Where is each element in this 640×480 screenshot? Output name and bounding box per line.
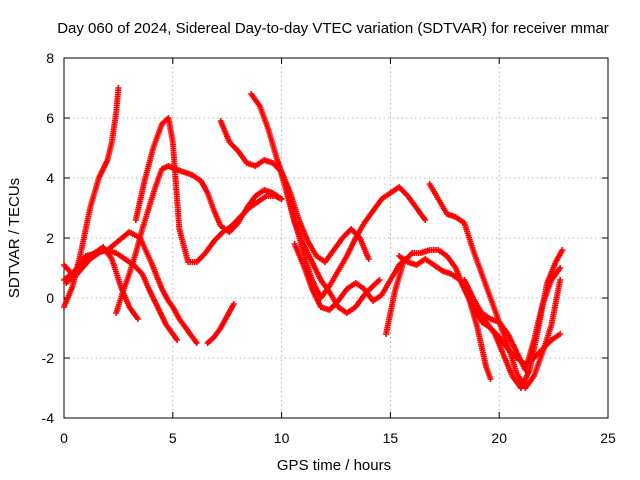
- series-track-g: [204, 301, 237, 346]
- series-track-k: [291, 241, 409, 313]
- y-tick-label: 8: [46, 50, 54, 66]
- data-point: [376, 277, 383, 283]
- data-point: [278, 196, 285, 202]
- axis-ticks: 0 5 10 15 20 25 -4 -2 0 2 4 6 8: [42, 50, 616, 446]
- series-track-i: [217, 118, 372, 265]
- series-track-j: [274, 157, 429, 301]
- data-point: [557, 277, 564, 283]
- series-track-e: [113, 163, 285, 316]
- x-tick-label: 20: [491, 430, 507, 446]
- series-track-l: [383, 247, 564, 367]
- x-tick-label: 10: [274, 430, 290, 446]
- data-point: [230, 301, 237, 307]
- data-point: [174, 337, 181, 343]
- data-point: [557, 331, 564, 337]
- x-tick-label: 15: [383, 430, 399, 446]
- chart-title: Day 060 of 2024, Sidereal Day-to-day VTE…: [57, 20, 609, 37]
- data-point: [557, 265, 564, 271]
- data-point: [134, 316, 141, 322]
- series-track-n: [426, 181, 564, 391]
- data-point: [559, 247, 566, 253]
- data-point: [365, 256, 372, 262]
- series-track-d: [63, 247, 181, 343]
- data-marks: [61, 85, 566, 391]
- x-tick-label: 5: [169, 430, 177, 446]
- data-point: [487, 376, 494, 382]
- series-track-m: [396, 253, 494, 382]
- data-point: [115, 85, 122, 91]
- y-tick-label: 0: [46, 290, 54, 306]
- x-axis-label: GPS time / hours: [277, 457, 391, 474]
- y-axis-label: SDTVAR / TECUs: [6, 178, 23, 298]
- y-tick-label: -4: [42, 410, 55, 426]
- x-tick-label: 0: [60, 430, 68, 446]
- x-tick-label: 25: [600, 430, 616, 446]
- y-tick-label: 2: [46, 230, 54, 246]
- series-track-p: [474, 247, 566, 391]
- data-point: [193, 340, 200, 346]
- y-tick-label: 4: [46, 170, 54, 186]
- y-tick-label: 6: [46, 110, 54, 126]
- series-track-f: [132, 115, 285, 265]
- y-tick-label: -2: [42, 350, 55, 366]
- series-track-b: [61, 229, 200, 346]
- data-point: [422, 217, 429, 223]
